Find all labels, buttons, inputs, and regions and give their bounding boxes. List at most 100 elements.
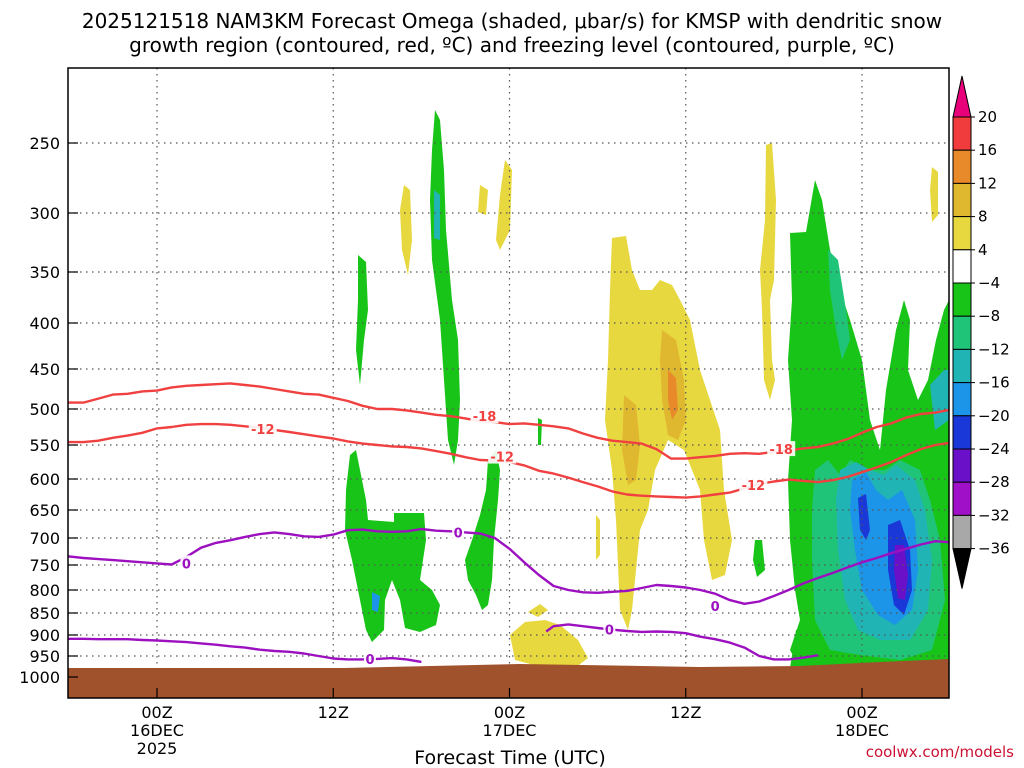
- omega-region-yellow: [496, 160, 512, 250]
- contour-label-bg: [488, 448, 517, 464]
- colorbar-arrow-top: [952, 75, 972, 118]
- contour-label: -12: [490, 451, 514, 466]
- omega-region-green: [465, 450, 500, 610]
- contour-label: 0: [365, 653, 374, 668]
- contour-label-bg: [180, 555, 193, 571]
- x-tick-label: 00Z: [846, 703, 877, 722]
- omega-region-green: [345, 450, 440, 642]
- y-tick-label: 450: [29, 360, 60, 379]
- colorbar-label: −20: [978, 407, 1010, 425]
- isotherm-line: [68, 527, 949, 605]
- colorbar-label: 16: [978, 141, 997, 159]
- colorbar-label: −4: [978, 274, 1000, 292]
- contour-label: 0: [182, 557, 191, 572]
- contour-label: -12: [742, 479, 766, 494]
- omega-region-yellow: [760, 143, 776, 400]
- y-tick-label: 900: [29, 626, 60, 645]
- y-tick-label: 350: [29, 263, 60, 282]
- colorbar-label: −12: [978, 340, 1010, 358]
- colorbar-label: −24: [978, 440, 1010, 458]
- y-tick-label: 500: [29, 400, 60, 419]
- ground-surface-edge: [68, 659, 949, 672]
- omega-region-green: [430, 110, 460, 465]
- contour-label-bg: [248, 421, 277, 437]
- y-tick-label: 600: [29, 470, 60, 489]
- y-tick-label: 1000: [19, 668, 60, 687]
- colorbar-label: 8: [978, 208, 988, 226]
- contour-label: -18: [769, 443, 793, 458]
- omega-region-yellow: [930, 167, 938, 222]
- omega-region-yellow: [596, 515, 600, 560]
- colorbar-segment: [952, 249, 972, 284]
- omega-region-yellow: [478, 185, 488, 215]
- y-axis: 250 300 350 400 450 500 550 600 650 700 750 800 850 9…: [19, 134, 78, 687]
- isotherm-line: [545, 623, 819, 661]
- colorbar-label: −36: [978, 540, 1010, 558]
- colorbar: 20 16 12 8 4 −4 −8 −12 −16 −20 −24 −28 −32 −36: [952, 75, 1010, 589]
- y-tick-label: 650: [29, 501, 60, 520]
- omega-region-orange: [622, 395, 640, 485]
- omega-region-green: [753, 540, 765, 577]
- y-tick-label: 700: [29, 529, 60, 548]
- colorbar-label: −32: [978, 506, 1010, 524]
- colorbar-segment: [952, 282, 972, 317]
- chart-title-line1: 2025121518 NAM3KM Forecast Omega (shaded…: [82, 9, 942, 33]
- omega-region-blue: [372, 592, 380, 612]
- omega-region-darkblue: [858, 494, 870, 540]
- colorbar-segment: [952, 216, 972, 251]
- x-tick-label: 17DEC: [483, 721, 537, 740]
- y-tick-label: 250: [29, 134, 60, 153]
- colorbar-segment: [952, 481, 972, 516]
- colorbar-arrow-bottom: [952, 548, 972, 589]
- colorbar-segment: [952, 415, 972, 450]
- omega-region-yellow: [400, 185, 412, 275]
- omega-region-yellow: [510, 620, 588, 668]
- contour-label-bg: [452, 524, 465, 540]
- omega-region-green: [538, 418, 542, 445]
- contour-label-bg: [767, 441, 796, 457]
- colorbar-segment: [952, 514, 972, 550]
- isotherm-lines: [68, 382, 949, 664]
- y-tick-label: 400: [29, 314, 60, 333]
- plot-frame: [67, 67, 950, 699]
- x-tick-label: 16DEC: [130, 721, 184, 740]
- isotherm-line: [68, 382, 949, 460]
- isotherm-line: [68, 422, 949, 499]
- omega-region-purple: [894, 545, 908, 600]
- x-tick-label: 2025: [137, 739, 178, 758]
- contour-label: -12: [251, 423, 275, 438]
- x-tick-label: 12Z: [318, 703, 349, 722]
- colorbar-segment: [952, 382, 972, 417]
- colorbar-segment: [952, 116, 972, 151]
- omega-shading: [345, 110, 949, 668]
- colorbar-segment: [952, 149, 972, 184]
- omega-region-yellow: [528, 604, 548, 617]
- colorbar-label: −8: [978, 307, 1000, 325]
- contour-label-bg: [709, 598, 722, 614]
- contour-label-bg: [470, 408, 499, 424]
- isotherm-line: [68, 637, 422, 664]
- colorbar-segment: [952, 448, 972, 483]
- colorbar-label: 12: [978, 174, 997, 192]
- colorbar-label: −16: [978, 374, 1010, 392]
- contour-labels: -12 -18 -12 -18 -12 0 0 0 0 0: [180, 408, 796, 668]
- contour-label: 0: [605, 624, 614, 639]
- y-tick-label: 800: [29, 581, 60, 600]
- x-tick-label: 00Z: [141, 703, 172, 722]
- x-tick-label: 18DEC: [835, 721, 889, 740]
- colorbar-label: −28: [978, 473, 1010, 491]
- contour-label: -18: [473, 410, 497, 425]
- x-tick-label: 00Z: [494, 703, 525, 722]
- y-tick-label: 750: [29, 556, 60, 575]
- contour-label-bg: [739, 477, 768, 493]
- omega-region-orange2: [668, 370, 678, 420]
- omega-region-teal: [828, 250, 850, 360]
- omega-region-cyan: [930, 370, 949, 430]
- omega-region-cyan: [434, 190, 440, 240]
- contour-label: 0: [454, 526, 463, 541]
- colorbar-segment: [952, 348, 972, 384]
- contour-label-bg: [603, 621, 616, 637]
- x-tick-label: 12Z: [670, 703, 701, 722]
